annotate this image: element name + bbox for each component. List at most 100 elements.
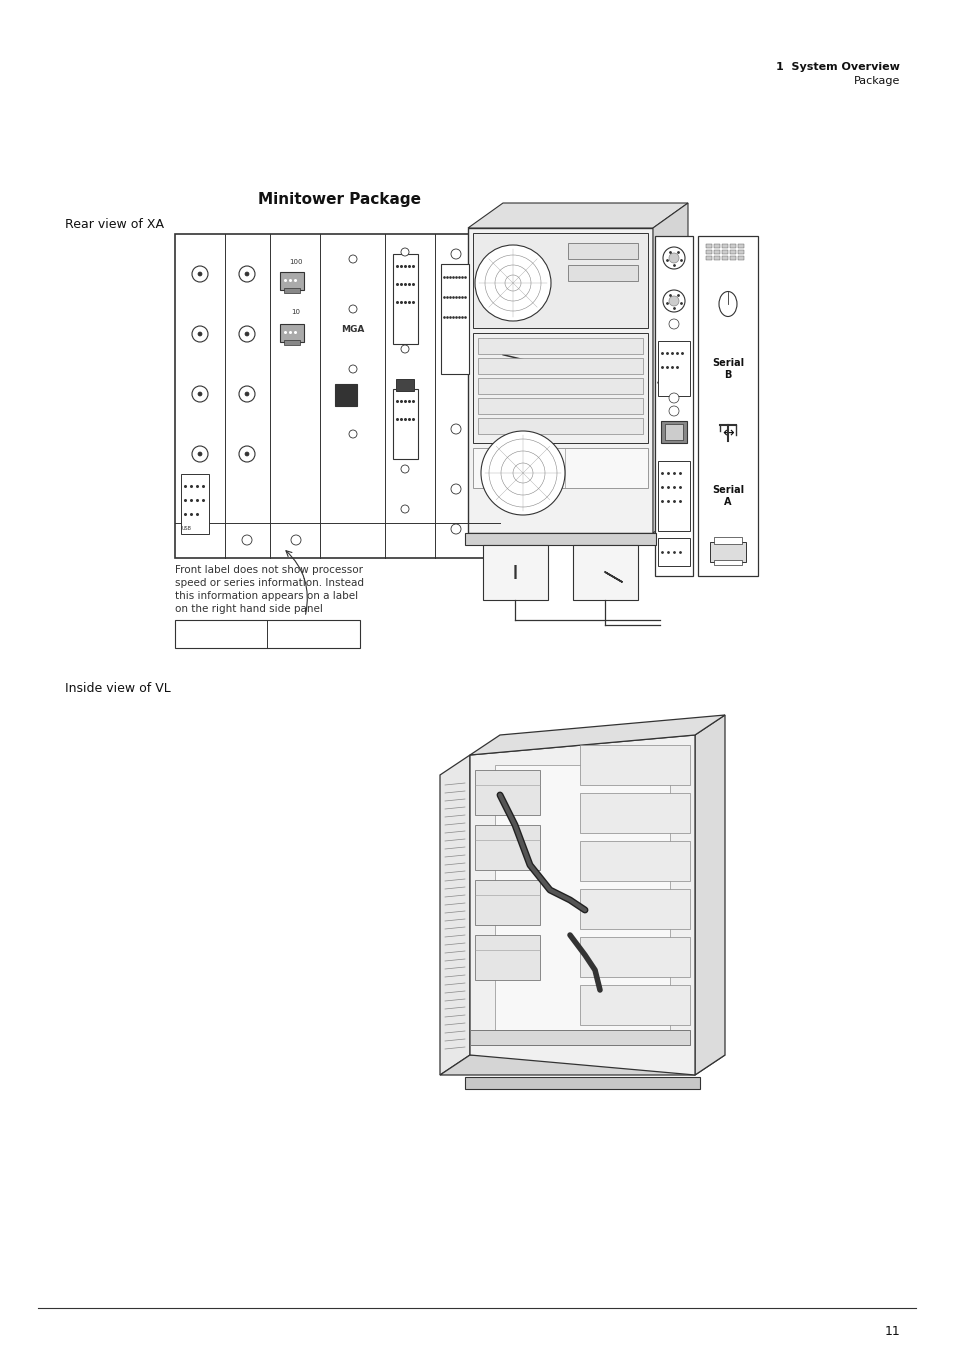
Circle shape <box>662 290 684 312</box>
Bar <box>705 255 711 259</box>
Circle shape <box>291 535 301 544</box>
Text: 100: 100 <box>289 259 302 265</box>
Polygon shape <box>468 203 687 228</box>
Bar <box>477 378 642 394</box>
Circle shape <box>451 363 460 374</box>
Circle shape <box>668 407 679 416</box>
Bar <box>658 538 689 566</box>
Text: Front label does not show processor: Front label does not show processor <box>174 565 363 576</box>
Circle shape <box>198 392 202 396</box>
Bar <box>440 263 469 374</box>
Circle shape <box>245 272 249 276</box>
Bar <box>738 250 743 254</box>
Bar <box>713 255 720 259</box>
Bar <box>477 399 642 413</box>
Bar <box>477 417 642 434</box>
Circle shape <box>349 305 356 313</box>
Circle shape <box>451 424 460 434</box>
Circle shape <box>668 319 679 330</box>
Bar <box>579 889 689 929</box>
Bar <box>664 424 682 440</box>
Bar <box>658 461 689 531</box>
Bar <box>698 236 758 576</box>
Bar <box>579 842 689 881</box>
Bar <box>713 536 741 544</box>
Circle shape <box>349 430 356 438</box>
Bar <box>174 620 359 648</box>
Bar <box>721 255 727 259</box>
Bar <box>729 250 735 254</box>
Bar <box>721 250 727 254</box>
Circle shape <box>242 535 252 544</box>
Ellipse shape <box>719 292 737 316</box>
Polygon shape <box>695 715 724 1075</box>
Bar <box>477 358 642 374</box>
Bar <box>393 389 417 459</box>
Bar <box>395 380 414 390</box>
Bar <box>705 245 711 249</box>
Circle shape <box>451 524 460 534</box>
Bar <box>721 245 727 249</box>
Polygon shape <box>439 1055 724 1075</box>
Bar <box>729 245 735 249</box>
Bar <box>280 324 304 342</box>
Bar <box>738 245 743 249</box>
Circle shape <box>662 247 684 269</box>
Bar <box>713 245 720 249</box>
Bar <box>660 422 686 443</box>
Bar <box>658 340 689 396</box>
Bar <box>475 825 539 870</box>
Polygon shape <box>439 755 470 1075</box>
Bar <box>393 254 417 345</box>
Text: Package: Package <box>853 76 899 86</box>
Circle shape <box>239 326 254 342</box>
Text: on the right hand side panel: on the right hand side panel <box>174 604 322 613</box>
Bar <box>573 544 638 600</box>
Text: 10: 10 <box>292 309 300 315</box>
Bar <box>477 338 642 354</box>
Circle shape <box>668 296 679 305</box>
Circle shape <box>245 332 249 336</box>
Text: 11: 11 <box>883 1325 899 1337</box>
Bar <box>579 938 689 977</box>
Bar <box>579 793 689 834</box>
Circle shape <box>400 465 409 473</box>
Circle shape <box>192 446 208 462</box>
Bar <box>713 561 741 565</box>
Circle shape <box>668 393 679 403</box>
Circle shape <box>451 249 460 259</box>
Text: Serial
A: Serial A <box>711 485 743 507</box>
Bar <box>284 340 299 345</box>
Bar <box>284 288 299 293</box>
Bar <box>579 985 689 1025</box>
Bar <box>495 765 669 1046</box>
Circle shape <box>198 453 202 457</box>
Bar <box>181 474 209 534</box>
Circle shape <box>668 503 679 513</box>
Circle shape <box>475 245 551 322</box>
Bar <box>475 880 539 925</box>
Polygon shape <box>652 203 687 534</box>
Circle shape <box>239 446 254 462</box>
Circle shape <box>451 484 460 494</box>
Text: speed or series information. Instead: speed or series information. Instead <box>174 578 364 588</box>
Bar <box>280 272 304 290</box>
Polygon shape <box>470 735 695 1075</box>
Text: 1  System Overview: 1 System Overview <box>776 62 899 72</box>
Bar <box>473 332 647 443</box>
Circle shape <box>192 386 208 403</box>
Bar <box>464 1077 700 1089</box>
Bar <box>482 544 547 600</box>
Text: Rear view of XA: Rear view of XA <box>65 218 164 231</box>
Circle shape <box>349 255 356 263</box>
Circle shape <box>198 272 202 276</box>
Bar <box>713 250 720 254</box>
Bar <box>709 542 745 562</box>
Circle shape <box>349 365 356 373</box>
Circle shape <box>245 453 249 457</box>
Circle shape <box>400 345 409 353</box>
Text: Inside view of VL: Inside view of VL <box>65 682 171 694</box>
Bar <box>475 935 539 979</box>
Polygon shape <box>470 715 724 755</box>
Bar <box>475 770 539 815</box>
